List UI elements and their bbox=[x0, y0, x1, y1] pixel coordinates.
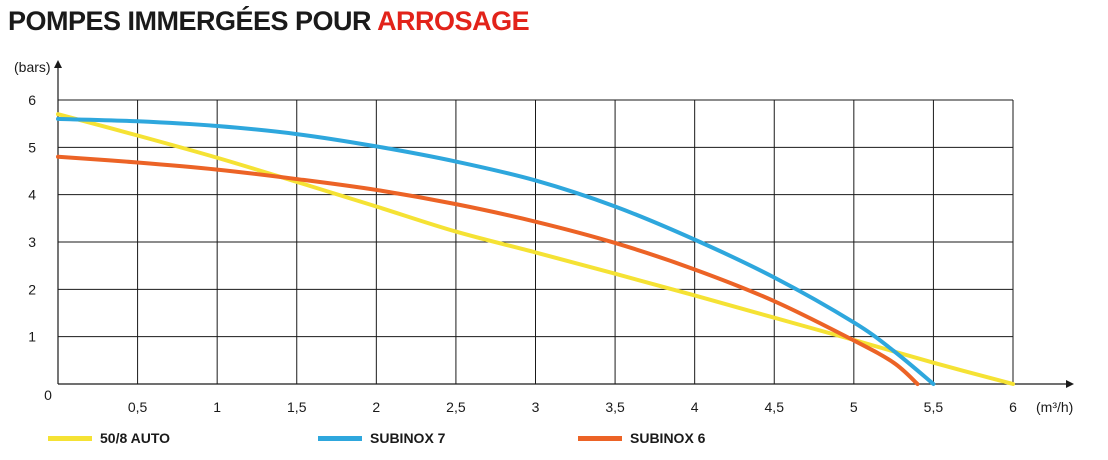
x-tick-label: 6 bbox=[1009, 399, 1017, 415]
chart-title-accent: ARROSAGE bbox=[377, 6, 530, 36]
x-tick-label: 5,5 bbox=[924, 399, 944, 415]
chart-title: POMPES IMMERGÉES POUR ARROSAGE bbox=[8, 6, 530, 37]
y-axis-arrow-icon bbox=[54, 60, 62, 68]
legend-label: SUBINOX 7 bbox=[370, 430, 446, 446]
x-tick-label: 2,5 bbox=[446, 399, 466, 415]
x-tick-label: 3,5 bbox=[605, 399, 625, 415]
x-tick-label: 5 bbox=[850, 399, 858, 415]
legend-swatch bbox=[48, 435, 92, 441]
series-line-subinox-7 bbox=[56, 116, 936, 386]
legend-label: SUBINOX 6 bbox=[630, 430, 706, 446]
x-tick-label: 0,5 bbox=[128, 399, 148, 415]
y-tick-label: 5 bbox=[28, 139, 36, 155]
x-tick-label: 1,5 bbox=[287, 399, 307, 415]
legend-swatch bbox=[318, 435, 362, 441]
legend-item: SUBINOX 6 bbox=[578, 428, 705, 448]
x-tick-label: 4,5 bbox=[765, 399, 785, 415]
y-tick-label: 4 bbox=[28, 187, 36, 203]
y-axis-label: (bars) bbox=[14, 59, 51, 75]
legend-item: 50/8 AUTO bbox=[48, 428, 170, 448]
x-tick-label: 1 bbox=[213, 399, 221, 415]
y-tick-label: 3 bbox=[28, 234, 36, 250]
chart-title-main: POMPES IMMERGÉES POUR bbox=[8, 6, 372, 36]
legend-label: 50/8 AUTO bbox=[100, 430, 171, 446]
x-tick-label: 2 bbox=[372, 399, 380, 415]
legend-item: SUBINOX 7 bbox=[318, 428, 445, 448]
origin-label: 0 bbox=[44, 387, 52, 403]
y-tick-label: 6 bbox=[28, 92, 36, 108]
x-axis-arrow-icon bbox=[1066, 380, 1074, 388]
y-tick-label: 2 bbox=[28, 281, 36, 297]
x-tick-label: 3 bbox=[532, 399, 540, 415]
x-axis-label: (m³/h) bbox=[1036, 399, 1073, 415]
y-tick-label: 1 bbox=[28, 329, 36, 345]
series-line-subinox-6 bbox=[56, 154, 920, 386]
legend-swatch bbox=[578, 435, 622, 441]
x-tick-label: 4 bbox=[691, 399, 699, 415]
